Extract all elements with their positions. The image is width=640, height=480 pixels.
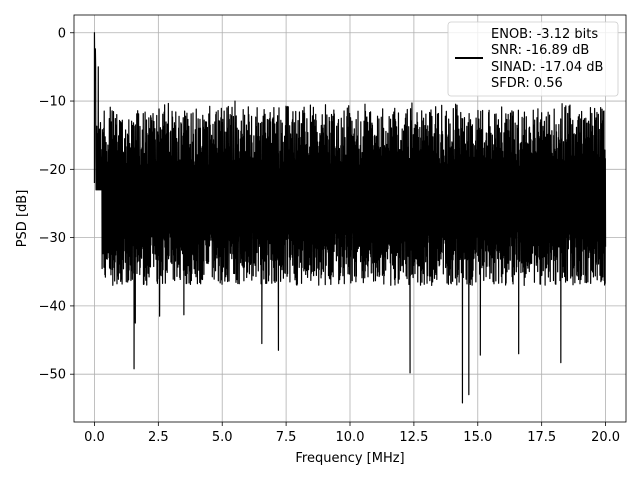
x-tick-label: 7.5: [276, 430, 297, 445]
y-tick-label: 0: [58, 26, 66, 41]
y-tick-label: −20: [39, 163, 66, 178]
x-axis-label: Frequency [MHz]: [295, 451, 404, 466]
y-tick-label: −40: [39, 299, 66, 314]
y-axis: 0 −10 −20 −30 −40 −50: [39, 26, 74, 383]
x-axis: 0.0 2.5 5.0 7.5 10.0 12.5 15.0 17.5 20.0: [84, 422, 620, 445]
legend: ENOB: -3.12 bits SNR: -16.89 dB SINAD: -…: [447, 21, 619, 97]
legend-entry-sfdr: SFDR: 0.56: [491, 76, 563, 91]
x-tick-label: 5.0: [212, 430, 233, 445]
x-tick-label: 10.0: [336, 430, 365, 445]
y-tick-label: −10: [39, 95, 66, 110]
x-tick-label: 15.0: [463, 430, 492, 445]
series-psd-line: [93, 32, 607, 404]
x-tick-label: 20.0: [591, 430, 620, 445]
legend-entry-sinad: SINAD: -17.04 dB: [491, 60, 603, 75]
legend-entry-enob: ENOB: -3.12 bits: [491, 27, 598, 42]
y-tick-label: −50: [39, 368, 66, 383]
legend-entry-snr: SNR: -16.89 dB: [491, 43, 589, 58]
x-tick-label: 12.5: [399, 430, 428, 445]
y-axis-label: PSD [dB]: [15, 190, 30, 248]
legend-box: [447, 21, 619, 97]
x-tick-label: 2.5: [148, 430, 169, 445]
x-tick-label: 17.5: [527, 430, 556, 445]
y-tick-label: −30: [39, 231, 66, 246]
series-layer: [93, 32, 607, 404]
x-tick-label: 0.0: [84, 430, 105, 445]
